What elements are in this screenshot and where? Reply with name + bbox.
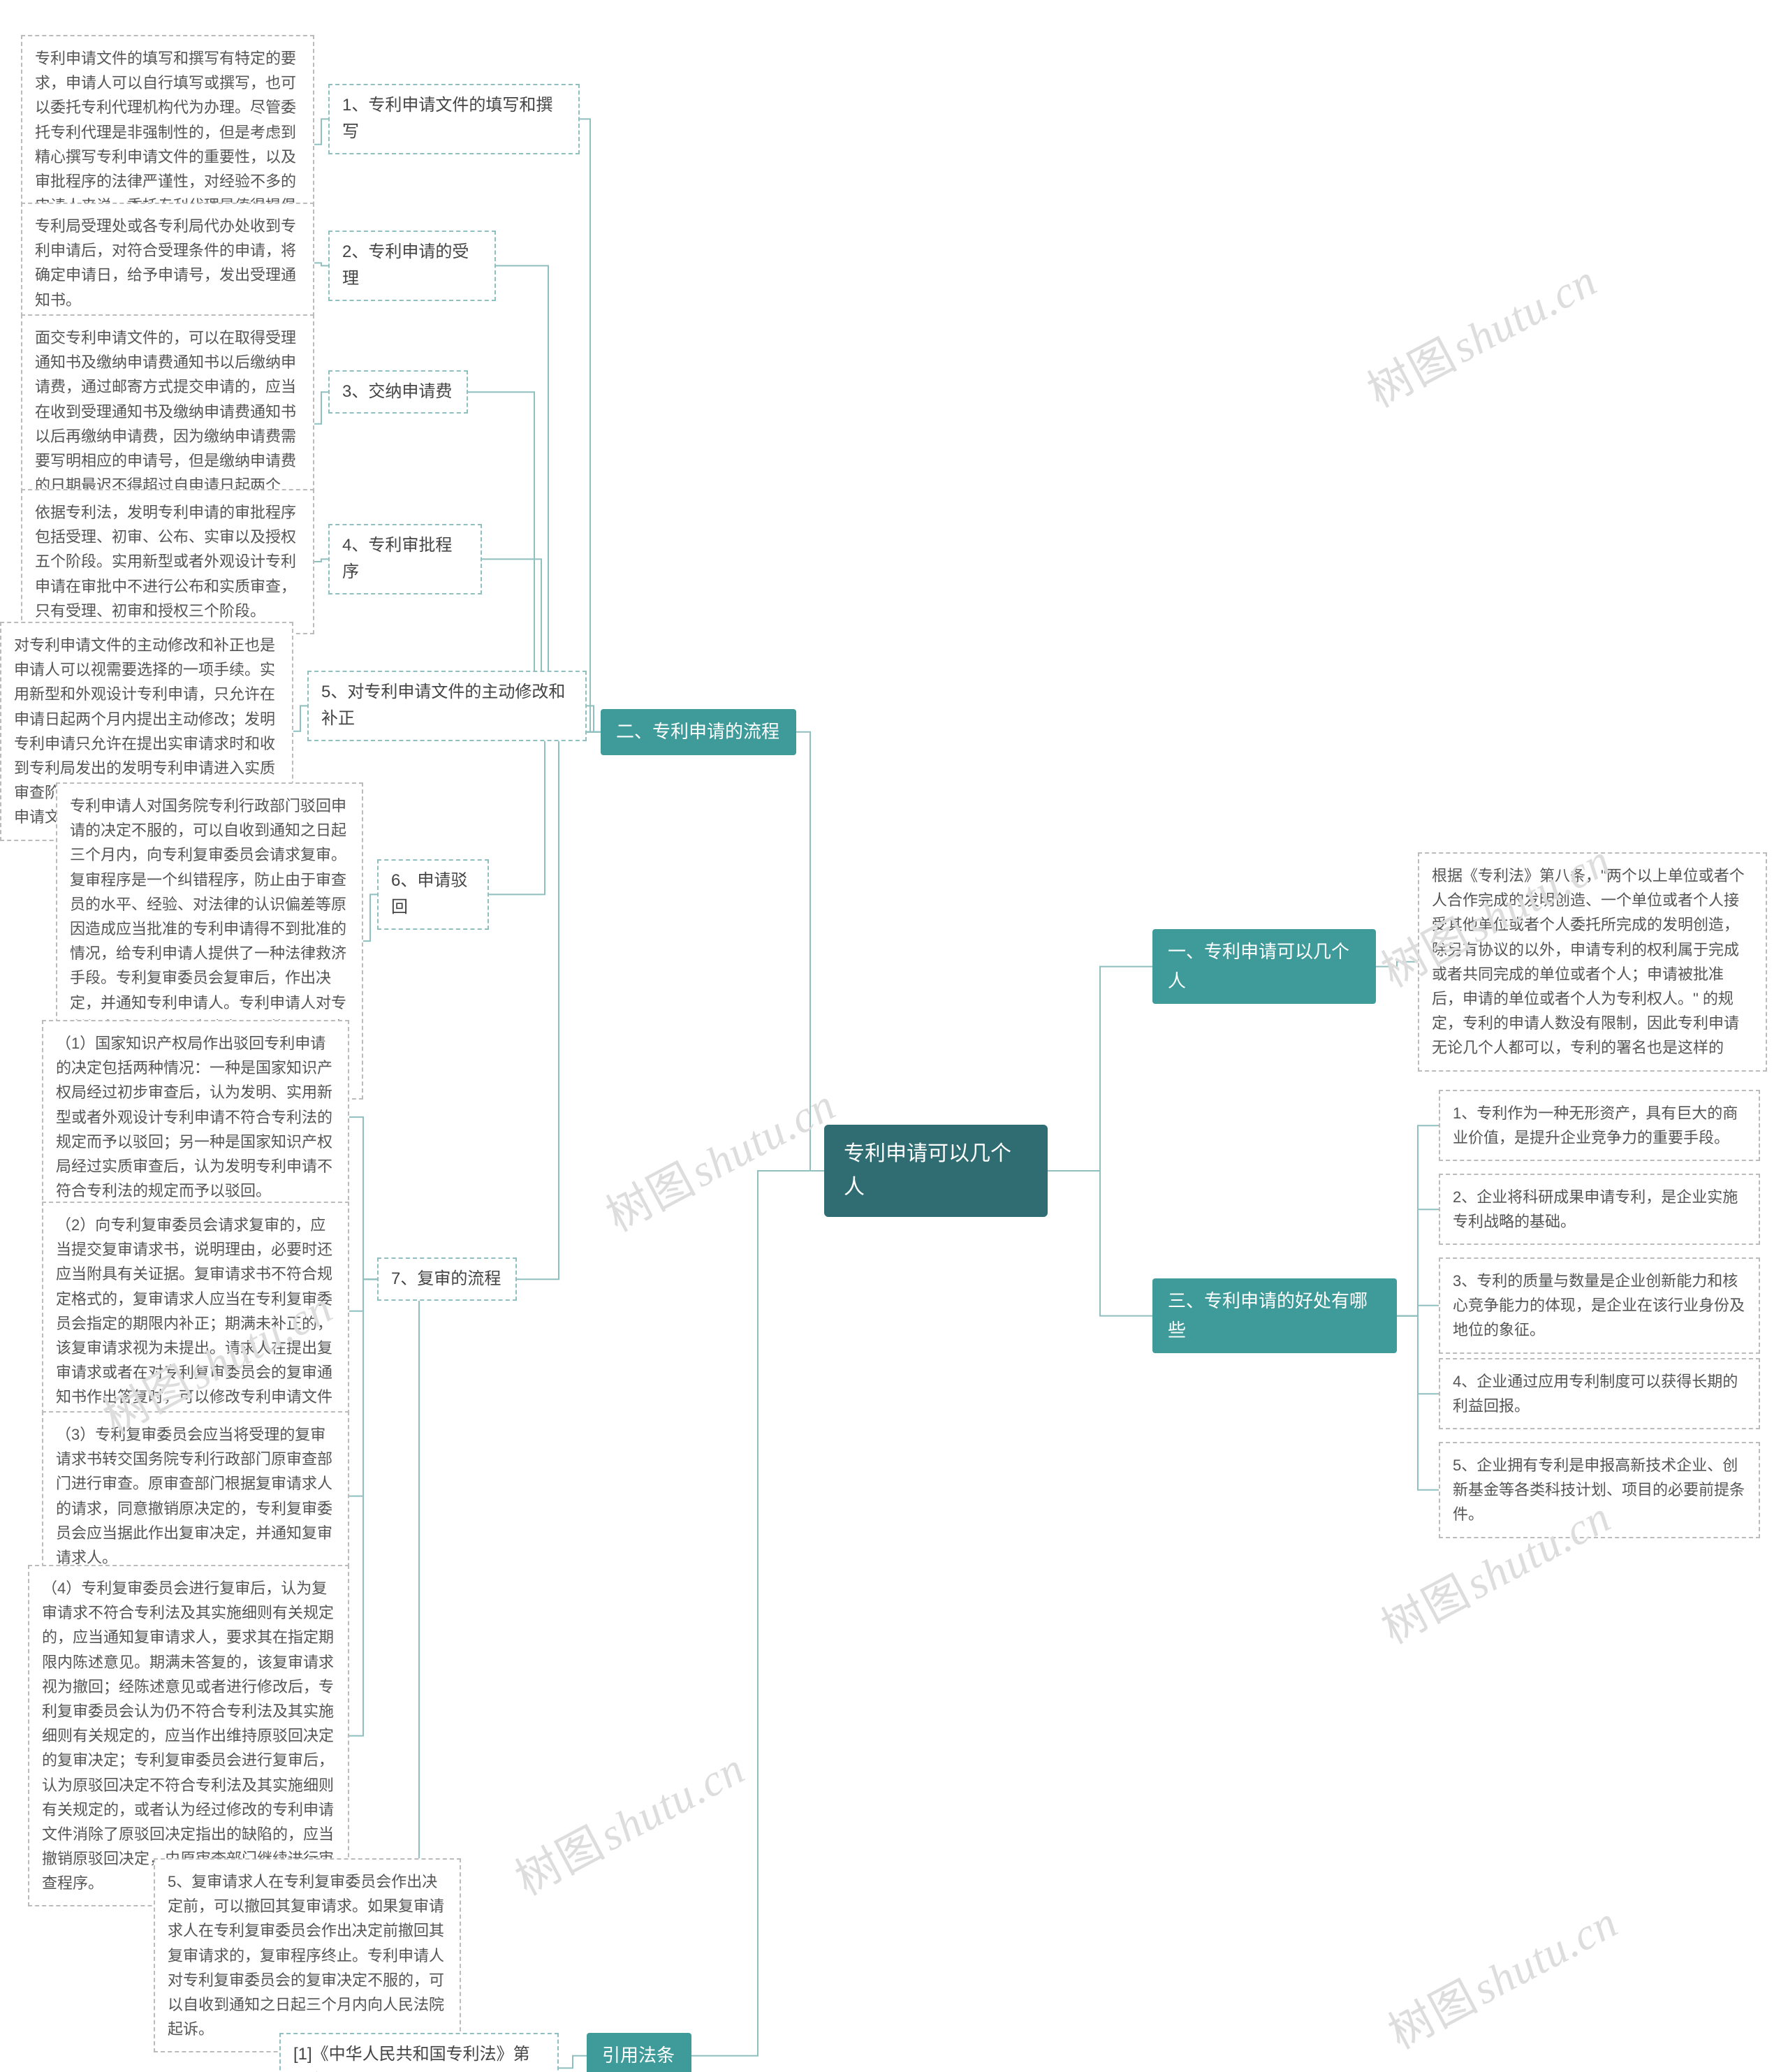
sub-step-2: 2、专利申请的受理 xyxy=(328,231,496,301)
mindmap-canvas: 专利申请可以几个人 一、专利申请可以几个人 根据《专利法》第八条，"两个以上单位… xyxy=(0,0,1788,2072)
root-node: 专利申请可以几个人 xyxy=(824,1125,1048,1217)
branch-citation: 引用法条 xyxy=(587,2033,691,2072)
sub-step-5: 5、对专利申请文件的主动修改和补正 xyxy=(307,671,587,741)
branch-section-3: 三、专利申请的好处有哪些 xyxy=(1152,1278,1397,1353)
leaf-review-2: （2）向专利复审委员会请求复审的，应当提交复审请求书，说明理由，必要时还应当附具… xyxy=(42,1202,349,1421)
leaf-review-5: 5、复审请求人在专利复审委员会作出决定前，可以撤回其复审请求。如果复审请求人在专… xyxy=(154,1858,461,2052)
leaf-review-3: （3）专利复审委员会应当将受理的复审请求书转交国务院专利行政部门原审查部门进行审… xyxy=(42,1411,349,1581)
leaf-benefit-4: 4、企业通过应用专利制度可以获得长期的利益回报。 xyxy=(1439,1358,1760,1429)
leaf-step-2-detail: 专利局受理处或各专利局代办处收到专利申请后，对符合受理条件的申请，将确定申请日，… xyxy=(21,203,314,323)
sub-step-7: 7、复审的流程 xyxy=(377,1257,517,1301)
sub-step-1: 1、专利申请文件的填写和撰写 xyxy=(328,84,580,154)
branch-section-2: 二、专利申请的流程 xyxy=(601,709,796,755)
sub-step-3: 3、交纳申请费 xyxy=(328,370,468,414)
leaf-benefit-3: 3、专利的质量与数量是企业创新能力和核心竞争能力的体现，是企业在该行业身份及地位… xyxy=(1439,1257,1760,1354)
leaf-citation: [1]《中华人民共和国专利法》第八条 xyxy=(279,2033,559,2072)
leaf-benefit-5: 5、企业拥有专利是申报高新技术企业、创新基金等各类科技计划、项目的必要前提条件。 xyxy=(1439,1442,1760,1538)
sub-step-6: 6、申请驳回 xyxy=(377,859,489,930)
leaf-benefit-2: 2、企业将科研成果申请专利，是企业实施专利战略的基础。 xyxy=(1439,1174,1760,1245)
leaf-step-4-detail: 依据专利法，发明专利申请的审批程序包括受理、初审、公布、实审以及授权五个阶段。实… xyxy=(21,489,314,634)
branch-section-1: 一、专利申请可以几个人 xyxy=(1152,929,1376,1004)
leaf-benefit-1: 1、专利作为一种无形资产，具有巨大的商业价值，是提升企业竞争力的重要手段。 xyxy=(1439,1090,1760,1161)
leaf-review-4: （4）专利复审委员会进行复审后，认为复审请求不符合专利法及其实施细则有关规定的，… xyxy=(28,1565,349,1906)
leaf-review-1: （1）国家知识产权局作出驳回专利申请的决定包括两种情况：一种是国家知识产权局经过… xyxy=(42,1020,349,1214)
sub-step-4: 4、专利审批程序 xyxy=(328,524,482,594)
leaf-s1-detail: 根据《专利法》第八条，"两个以上单位或者个人合作完成的发明创造、一个单位或者个人… xyxy=(1418,852,1767,1072)
